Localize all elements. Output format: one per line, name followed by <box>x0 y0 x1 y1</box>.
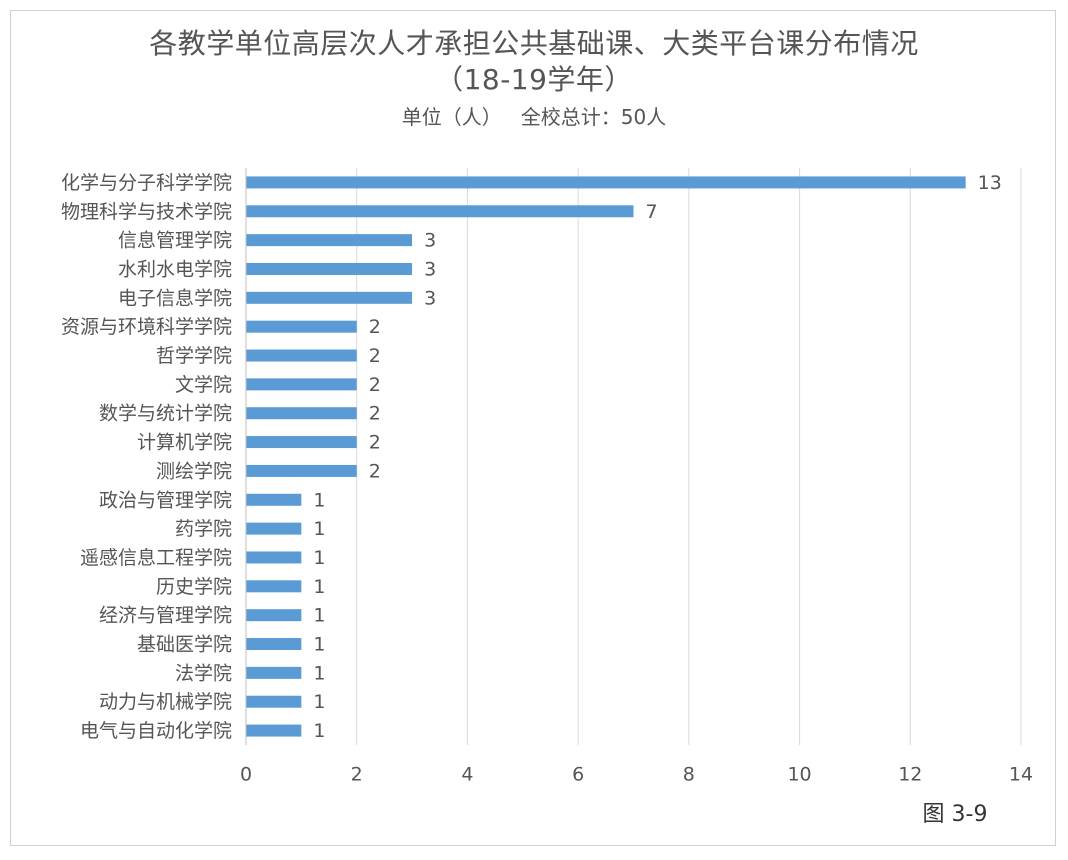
value-label: 1 <box>313 489 325 511</box>
y-tick-label: 物理科学与技术学院 <box>61 201 232 223</box>
bar <box>246 234 413 247</box>
bar <box>246 580 302 593</box>
x-tick-label: 4 <box>461 764 473 786</box>
y-tick-label: 政治与管理学院 <box>99 489 232 511</box>
bar <box>246 695 302 708</box>
y-tick-label: 经济与管理学院 <box>99 605 232 627</box>
chart-border <box>10 10 1056 846</box>
y-tick-label: 历史学院 <box>156 576 232 598</box>
y-tick-label: 数学与统计学院 <box>99 403 232 425</box>
y-tick-label: 资源与环境科学学院 <box>61 316 232 338</box>
bar <box>246 522 302 535</box>
y-tick-label: 法学院 <box>175 662 232 684</box>
bar <box>246 551 302 564</box>
bar <box>246 436 357 449</box>
bar <box>246 205 634 218</box>
chart-title: 各教学单位高层次人才承担公共基础课、大类平台课分布情况（18-19学年） <box>149 27 919 96</box>
bar <box>246 609 302 622</box>
bar <box>246 262 413 275</box>
value-label: 2 <box>369 374 381 396</box>
x-tick-label: 14 <box>1009 764 1033 786</box>
value-label: 13 <box>978 172 1002 194</box>
value-label: 2 <box>369 432 381 454</box>
value-label: 1 <box>313 576 325 598</box>
value-label: 2 <box>369 316 381 338</box>
y-tick-label: 文学院 <box>175 374 232 396</box>
figure-label: 图 3-9 <box>923 802 988 827</box>
chart-subtitle: 单位（人） 全校总计：50人 <box>401 105 667 129</box>
x-tick-label: 10 <box>787 764 811 786</box>
y-tick-label: 信息管理学院 <box>118 230 232 252</box>
bar <box>246 176 966 189</box>
value-label: 1 <box>313 634 325 656</box>
value-label: 3 <box>424 258 436 280</box>
bar <box>246 464 357 477</box>
value-label: 1 <box>313 720 325 742</box>
x-tick-label: 8 <box>683 764 695 786</box>
value-label: 1 <box>313 691 325 713</box>
value-label: 2 <box>369 403 381 425</box>
value-label: 7 <box>646 201 658 223</box>
bar <box>246 724 302 737</box>
y-tick-label: 化学与分子科学学院 <box>61 172 232 194</box>
bar <box>246 320 357 333</box>
y-tick-label: 水利水电学院 <box>118 258 232 280</box>
bar <box>246 349 357 362</box>
value-label: 3 <box>424 230 436 252</box>
y-tick-label: 电子信息学院 <box>118 287 232 309</box>
value-label: 1 <box>313 662 325 684</box>
y-tick-label: 电气与自动化学院 <box>80 720 232 742</box>
y-tick-label: 动力与机械学院 <box>99 691 232 713</box>
value-label: 1 <box>313 547 325 569</box>
value-label: 2 <box>369 345 381 367</box>
y-tick-label: 药学院 <box>175 518 232 540</box>
y-tick-label: 测绘学院 <box>156 460 232 482</box>
bar <box>246 493 302 506</box>
bar <box>246 407 357 420</box>
bar <box>246 291 413 304</box>
bar <box>246 666 302 679</box>
y-tick-label: 计算机学院 <box>137 432 232 454</box>
bar <box>246 638 302 651</box>
y-tick-label: 遥感信息工程学院 <box>80 547 232 569</box>
value-label: 3 <box>424 287 436 309</box>
x-tick-label: 2 <box>351 764 363 786</box>
y-tick-label: 基础医学院 <box>137 634 232 656</box>
x-tick-label: 12 <box>898 764 922 786</box>
value-label: 1 <box>313 518 325 540</box>
value-label: 2 <box>369 460 381 482</box>
bar <box>246 378 357 391</box>
x-tick-label: 6 <box>572 764 584 786</box>
y-tick-label: 哲学学院 <box>156 345 232 367</box>
value-label: 1 <box>313 605 325 627</box>
x-tick-label: 0 <box>240 764 252 786</box>
